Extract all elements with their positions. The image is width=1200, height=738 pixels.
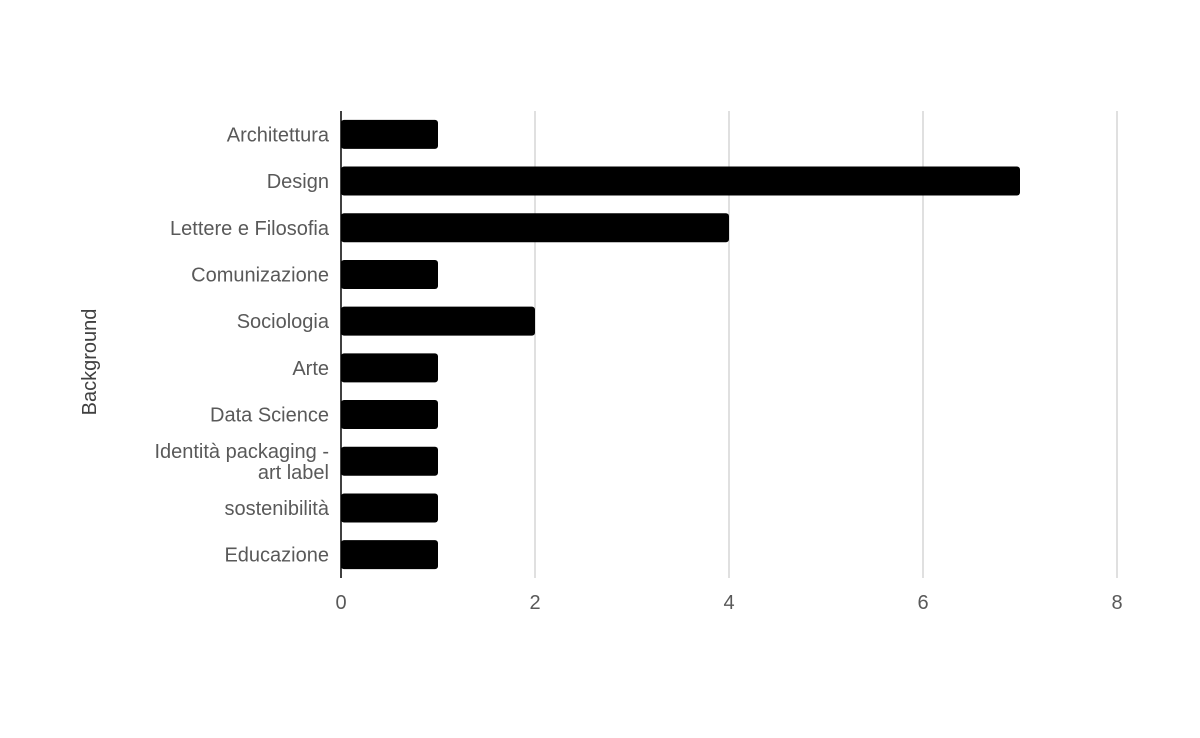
x-tick-labels: 0 2 4 6 8	[335, 592, 1122, 614]
x-tick-label: 0	[335, 592, 346, 614]
bars	[341, 119, 1020, 570]
category-label: Design	[267, 171, 329, 193]
x-tick-label: 8	[1111, 592, 1122, 614]
category-label: Data Science	[210, 405, 329, 427]
y-axis-title: Background	[79, 309, 101, 416]
bar	[341, 400, 438, 430]
bar	[341, 446, 438, 476]
category-label: Arte	[292, 358, 329, 380]
bar	[341, 119, 438, 149]
category-label: sostenibilità	[224, 498, 329, 520]
bar	[341, 540, 438, 570]
category-label: Comunizazione	[191, 264, 329, 286]
category-label: Identità packaging -art label	[154, 441, 329, 484]
bar	[341, 306, 535, 336]
category-label: Educazione	[224, 545, 329, 567]
category-label: Architettura	[227, 124, 330, 146]
bar	[341, 213, 729, 243]
category-labels: Architettura Design Lettere e Filosofia Com…	[154, 124, 329, 566]
bar	[341, 493, 438, 523]
bar	[341, 166, 1020, 196]
x-tick-label: 4	[723, 592, 734, 614]
category-label: Sociologia	[237, 311, 330, 333]
bar	[341, 353, 438, 383]
bar	[341, 259, 438, 289]
x-tick-label: 6	[917, 592, 928, 614]
x-tick-label: 2	[529, 592, 540, 614]
category-label: Lettere e Filosofia	[170, 218, 330, 240]
